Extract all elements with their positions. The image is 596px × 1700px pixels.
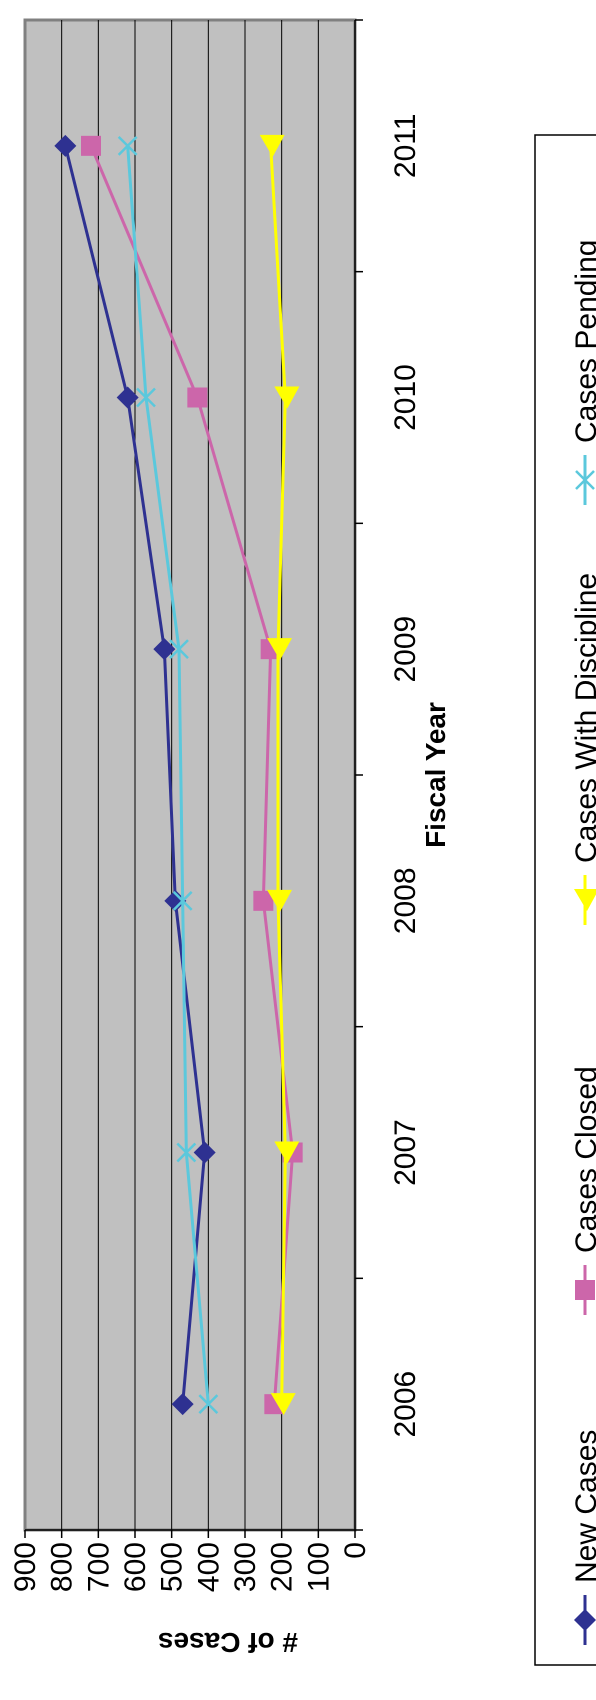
legend-marker-cases-closed [575,1280,595,1300]
data-point-cases-with-discipline [274,1141,300,1164]
y-tick-label: 100 [302,1542,335,1592]
y-tick-label: 700 [82,1542,115,1592]
data-point-cases-pending [117,135,138,156]
legend-label: Cases Pending [570,240,596,443]
legend-marker-cases-pending [575,470,595,490]
x-tick-label: 2010 [389,364,422,431]
legend-item-cases-closed: Cases Closed [570,1066,596,1315]
data-point-cases-pending [172,890,193,911]
series-cases-closed [81,135,303,1415]
gridlines [61,20,319,1530]
data-point-cases-with-discipline [274,386,300,409]
series-line-cases-pending [126,145,210,1405]
y-tick-label: 500 [156,1542,189,1592]
data-point-cases-closed [253,890,274,911]
series-cases-with-discipline [259,134,300,1416]
data-point-new-cases [193,1141,216,1164]
series-layer [54,134,303,1416]
x-axis-title: Fiscal Year [420,702,451,848]
data-point-cases-pending [169,639,189,660]
data-point-cases-with-discipline [259,134,285,157]
legend-marker-cases-with-discipline [574,889,596,911]
y-tick-label: 0 [339,1542,372,1559]
y-tick-label: 400 [192,1542,225,1592]
data-point-new-cases [116,386,139,409]
data-point-cases-pending [198,1394,219,1415]
y-axis-title: # of Cases [158,1627,298,1658]
x-tick-label: 2007 [389,1119,422,1186]
y-tick-label: 200 [266,1542,299,1592]
y-tick-label: 300 [229,1542,262,1592]
legend-item-new-cases: New Cases [570,1430,596,1645]
legend: New Cases Cases Closed Cases With Discipli… [534,134,596,1666]
x-tick-label: 2011 [389,114,422,179]
data-point-cases-closed [187,387,208,408]
legend-item-cases-pending: Cases Pending [570,240,596,505]
series-new-cases [54,134,216,1416]
legend-item-cases-with-discipline: Cases With Discipline [570,573,596,925]
series-line-new-cases [63,145,207,1405]
data-point-cases-with-discipline [267,889,292,912]
data-point-cases-with-discipline [267,638,292,661]
data-point-cases-pending [176,1142,197,1163]
legend-label: Cases Closed [570,1066,596,1253]
data-point-cases-closed [81,135,101,156]
data-point-cases-with-discipline [270,1393,296,1416]
legend-label: Cases With Discipline [570,573,596,863]
series-cases-pending [117,135,219,1415]
series-line-cases-with-discipline [269,145,287,1405]
data-point-new-cases [153,638,176,661]
y-tick-label: 900 [9,1542,42,1592]
data-point-cases-pending [136,387,156,408]
legend-marker-new-cases [574,1609,596,1631]
data-point-new-cases [54,134,77,157]
legend-label: New Cases [570,1430,596,1583]
data-point-new-cases [164,889,187,912]
y-tick-label: 800 [46,1542,79,1592]
x-tick-label: 2009 [389,616,422,683]
x-tick-label: 2006 [389,1371,422,1438]
series-line-cases-closed [89,145,295,1405]
x-tick-label: 2008 [389,867,422,934]
y-tick-label: 600 [119,1542,152,1592]
